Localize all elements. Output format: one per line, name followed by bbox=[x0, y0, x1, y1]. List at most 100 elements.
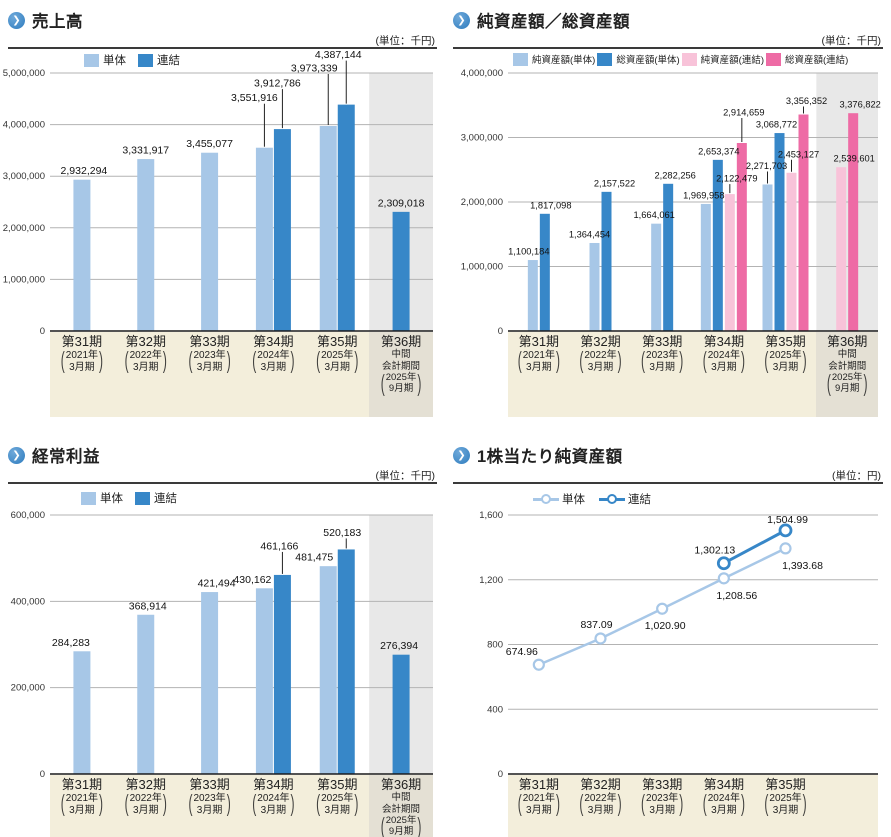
y-tick-label: 5,000,000 bbox=[3, 68, 45, 79]
value-label: 4,387,144 bbox=[315, 49, 362, 61]
data-point-marker bbox=[656, 602, 669, 615]
assets-chart-svg: 0 1,000,000 2,000,000 3,000,000 4,000,000 1,1… bbox=[461, 68, 881, 337]
value-label: 284,283 bbox=[52, 637, 90, 649]
value-label: 1,302.13 bbox=[694, 545, 735, 557]
data-point-marker bbox=[779, 542, 792, 555]
period-label: 第36期 bbox=[380, 777, 422, 792]
period-label: 第34期 bbox=[703, 334, 745, 349]
y-tick-label: 2,000,000 bbox=[461, 197, 503, 208]
legend-item-profit-0: 単体 bbox=[81, 490, 123, 506]
open-paren: ( bbox=[579, 790, 584, 817]
period-date-lines: 2021年 3月期 bbox=[65, 793, 99, 816]
close-paren: ) bbox=[740, 790, 745, 817]
period-label: 第31期 bbox=[61, 334, 103, 349]
y-tick-label: 4,000,000 bbox=[3, 120, 45, 131]
open-paren: ( bbox=[579, 347, 584, 374]
period-year: 2024年 bbox=[707, 350, 740, 362]
y-axis-ticks: 0 400 800 1,200 1,600 bbox=[479, 510, 503, 780]
chart-header: ❯ 売上高 bbox=[8, 8, 437, 32]
period-year: 2024年 bbox=[707, 793, 740, 805]
data-point-marker bbox=[532, 658, 545, 671]
bar-sales-s0-c1 bbox=[137, 159, 155, 331]
period-year: 2023年 bbox=[646, 350, 679, 362]
legend-label: 連結 bbox=[157, 55, 180, 67]
gridlines bbox=[508, 72, 878, 267]
midterm-label: 中間 bbox=[391, 792, 411, 804]
open-paren: ( bbox=[124, 347, 129, 374]
y-tick-label: 600,000 bbox=[11, 510, 45, 521]
bar-assets-s2-c5 bbox=[836, 167, 847, 331]
value-label: 674.96 bbox=[506, 646, 538, 658]
value-label: 2,914,659 bbox=[723, 108, 764, 118]
period-date: (2021年 3月期) bbox=[518, 791, 560, 816]
period-date: (2025年 9月期) bbox=[381, 812, 422, 837]
open-paren: ( bbox=[252, 790, 257, 817]
bar-profit-s0-c4 bbox=[319, 566, 337, 774]
period-label: 第34期 bbox=[253, 777, 294, 792]
x-axis-label-第31期: 第31期(2021年 3月期) bbox=[50, 332, 114, 417]
open-paren: ( bbox=[316, 347, 321, 374]
close-paren: ) bbox=[417, 812, 422, 837]
value-label: 2,653,374 bbox=[698, 146, 739, 156]
close-paren: ) bbox=[863, 369, 868, 397]
open-paren: ( bbox=[380, 369, 385, 397]
unit-label: (単位：円) bbox=[832, 470, 881, 482]
period-label: 第36期 bbox=[380, 334, 422, 349]
period-month: 3月期 bbox=[69, 361, 95, 373]
value-label: 837.09 bbox=[580, 619, 612, 631]
period-month: 3月期 bbox=[649, 361, 675, 373]
x-axis-label-第35期: 第35期(2025年 3月期) bbox=[305, 332, 369, 417]
x-axis-band: 第31期(2021年 3月期) 第32期(2022年 3月期) 第33期(2023年 3月… bbox=[50, 332, 433, 417]
line-series-1 bbox=[723, 529, 787, 565]
value-label: 1,208.56 bbox=[716, 590, 757, 602]
period-month: 3月期 bbox=[196, 804, 223, 816]
close-paren: ) bbox=[802, 347, 807, 374]
open-paren: ( bbox=[252, 347, 257, 374]
period-date-lines: 2024年 3月期 bbox=[707, 793, 741, 816]
period-label: 第33期 bbox=[189, 777, 230, 792]
bar-sales-s1-c3 bbox=[273, 129, 291, 331]
value-label: 3,376,822 bbox=[839, 100, 880, 110]
chart-area: 単体 連結 0 1,000,000 2,000,000 3,000,000 4,000,00… bbox=[0, 49, 445, 419]
legend-label: 純資産額(単体) bbox=[532, 55, 596, 66]
chart-header: ❯ 純資産額／総資産額 bbox=[453, 8, 883, 32]
y-axis-ticks: 0 1,000,000 2,000,000 3,000,000 4,000,000 5,0… bbox=[3, 68, 45, 337]
bar-assets-s3-c5 bbox=[848, 113, 859, 332]
legend-swatch-icon bbox=[513, 52, 528, 66]
period-date: (2023年 3月期) bbox=[188, 791, 230, 816]
close-paren: ) bbox=[354, 790, 359, 817]
bar-profit-s1-c3 bbox=[273, 574, 291, 774]
period-label: 第31期 bbox=[518, 777, 560, 792]
chart-panel-bps: ❯ 1株当たり純資産額 (単位：円) 単体 連結 0 400 800 1,200 1,600… bbox=[445, 419, 891, 837]
value-label: 1,393.68 bbox=[782, 560, 823, 572]
period-date-lines: 2025年 3月期 bbox=[768, 793, 802, 816]
period-year: 2021年 bbox=[65, 350, 99, 362]
period-date: (2023年 3月期) bbox=[641, 791, 683, 816]
sales-chart-svg: 0 1,000,000 2,000,000 3,000,000 4,000,000 5,0… bbox=[3, 49, 433, 337]
open-paren: ( bbox=[60, 347, 65, 374]
bps-chart-svg: 0 400 800 1,200 1,600 674.96 837.09 1,020.90 1,2… bbox=[479, 510, 878, 780]
legend-label: 総資産額(連結) bbox=[784, 55, 849, 66]
period-date-lines: 2023年 3月期 bbox=[192, 350, 226, 373]
x-axis-label-第33期: 第33期(2023年 3月期) bbox=[178, 775, 242, 837]
close-paren: ) bbox=[740, 347, 745, 374]
x-axis-band: 第31期(2021年 3月期) 第32期(2022年 3月期) 第33期(2023年 3月… bbox=[508, 332, 879, 417]
chart-header: ❯ 経常利益 bbox=[8, 443, 437, 467]
midterm-label: 会計期間 bbox=[828, 360, 867, 372]
value-label: 461,166 bbox=[260, 540, 298, 552]
value-label: 2,309,018 bbox=[378, 197, 425, 209]
close-paren: ) bbox=[162, 347, 167, 374]
chevron-bullet-icon: ❯ bbox=[8, 446, 25, 464]
open-paren: ( bbox=[124, 790, 129, 817]
period-month: 3月期 bbox=[196, 361, 223, 373]
chart-panel-profit: ❯ 経常利益 (単位：千円) 単体 連結 0 200,000 400,000 600,00… bbox=[0, 419, 445, 837]
period-date: (2024年 3月期) bbox=[703, 347, 745, 374]
period-month: 9月期 bbox=[388, 383, 414, 395]
data-point-marker bbox=[778, 523, 793, 538]
period-year: 2024年 bbox=[257, 793, 290, 805]
period-month: 3月期 bbox=[132, 804, 159, 816]
period-label: 第32期 bbox=[125, 334, 166, 349]
header-rule bbox=[453, 47, 883, 49]
close-paren: ) bbox=[99, 790, 104, 817]
value-label: 2,271,703 bbox=[746, 161, 787, 171]
